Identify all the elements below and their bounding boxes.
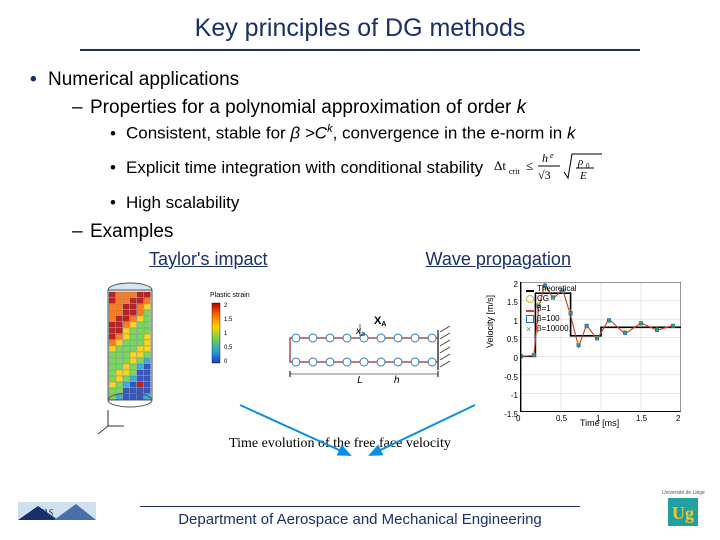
svg-text:h: h xyxy=(542,151,548,165)
l3a-mid: >C xyxy=(300,124,327,143)
stability-formula: Δt crit ≤ h e √3 ρ 0 E xyxy=(494,148,604,189)
bullet-l3-a: •Consistent, stable for β >C k, convergen… xyxy=(30,123,690,144)
svg-text:0: 0 xyxy=(586,162,590,170)
svg-text:√3: √3 xyxy=(538,168,551,182)
footer: Department of Aerospace and Mechanical E… xyxy=(0,506,720,529)
dash-icon: – xyxy=(72,97,90,119)
svg-text:LTAS: LTAS xyxy=(31,508,53,519)
bullet-l2-props: –Properties for a polynomial approximati… xyxy=(30,97,690,119)
content-area: •Numerical applications –Properties for … xyxy=(0,51,720,436)
svg-text:ρ: ρ xyxy=(577,156,583,168)
legend-item: β=100 xyxy=(526,314,577,324)
l2a-text: Properties for a polynomial approximatio… xyxy=(90,97,511,118)
svg-text:L: L xyxy=(357,375,363,386)
svg-text:0: 0 xyxy=(224,359,228,365)
l3a-beta: β xyxy=(290,124,300,143)
legend-item: β=1 xyxy=(526,304,577,314)
bullet-dot-icon: • xyxy=(30,69,48,91)
colorbar-title: Plastic strain xyxy=(210,292,264,299)
legend-item: CG xyxy=(526,294,577,304)
example-2-label: Wave propagation xyxy=(426,249,571,270)
chart-ylabel: Velocity [m/s] xyxy=(485,295,495,348)
svg-text:XA: XA xyxy=(374,316,386,328)
bullet-l3-c: •High scalability xyxy=(30,193,690,213)
l1-text: Numerical applications xyxy=(48,69,239,90)
footer-text: Department of Aerospace and Mechanical E… xyxy=(0,511,720,528)
legend-item: Theoretical xyxy=(526,284,577,294)
example-1-label: Taylor's impact xyxy=(149,249,267,270)
figure-caption: Time evolution of the free face velocity xyxy=(0,436,720,452)
figures-row: Plastic strain 21.510.50 LxahXA Velocity… xyxy=(30,270,690,436)
svg-text:Université de Liège: Université de Liège xyxy=(662,490,705,496)
ulg-logo-icon: Université de Liège Ug xyxy=(662,486,706,530)
footer-rule xyxy=(140,506,580,508)
svg-text:E: E xyxy=(579,170,587,182)
l3a-post: , convergence in the e-norm in xyxy=(333,124,567,143)
colorbar: Plastic strain 2 1.5 1 0.5 0 xyxy=(210,292,264,373)
wave-propagation-chart: Velocity [m/s] TheoreticalCGβ=1β=100×β=1… xyxy=(484,276,670,436)
svg-text:Δt: Δt xyxy=(494,158,506,173)
bullet-l2-examples: –Examples xyxy=(30,221,690,243)
l2b-text: Examples xyxy=(90,221,173,242)
l3a-pre: Consistent, stable for xyxy=(126,124,290,143)
bar-diagram: LxahXA xyxy=(284,316,464,386)
dash-icon: – xyxy=(72,221,90,243)
examples-labels: Taylor's impact Wave propagation xyxy=(30,249,690,270)
svg-text:e: e xyxy=(550,151,554,160)
l3a-end: k xyxy=(567,124,576,143)
svg-text:Ug: Ug xyxy=(672,503,694,523)
l3c-text: High scalability xyxy=(126,193,239,212)
svg-text:crit: crit xyxy=(509,167,520,176)
svg-text:1.5: 1.5 xyxy=(224,317,233,323)
slide-title: Key principles of DG methods xyxy=(0,0,720,43)
dot-icon: • xyxy=(110,124,126,144)
svg-text:1: 1 xyxy=(224,331,228,337)
chart-legend: TheoreticalCGβ=1β=100×β=10000 xyxy=(526,284,577,334)
svg-text:≤: ≤ xyxy=(526,158,533,173)
l2a-var: k xyxy=(517,97,527,118)
bullet-l1: •Numerical applications xyxy=(30,69,690,91)
legend-item: ×β=10000 xyxy=(526,324,577,334)
ltas-logo-icon: LTAS xyxy=(18,496,96,526)
svg-text:0.5: 0.5 xyxy=(224,345,233,351)
svg-text:h: h xyxy=(394,375,400,386)
taylor-impact-figure xyxy=(90,276,200,436)
svg-text:2: 2 xyxy=(224,303,228,309)
bullet-l3-b: •Explicit time integration with conditio… xyxy=(30,148,690,189)
dot-icon: • xyxy=(110,158,126,178)
l3b-text: Explicit time integration with condition… xyxy=(126,158,483,177)
dot-icon: • xyxy=(110,193,126,213)
